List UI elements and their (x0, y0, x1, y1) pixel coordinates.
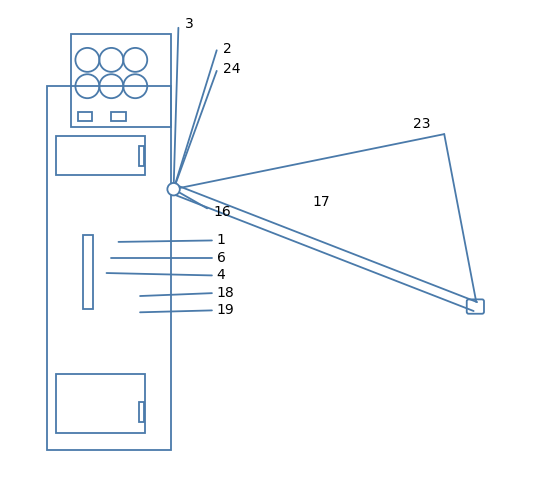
Text: 6: 6 (217, 251, 225, 265)
Bar (78, 112, 92, 121)
Bar (139, 402, 144, 422)
Text: 16: 16 (214, 205, 231, 219)
Circle shape (167, 183, 180, 195)
Text: 17: 17 (312, 195, 330, 209)
Bar (111, 112, 125, 121)
Bar (139, 146, 144, 166)
Text: 2: 2 (223, 42, 232, 56)
Text: 4: 4 (217, 268, 225, 283)
Bar (46, 86, 171, 450)
Text: 1: 1 (217, 233, 225, 248)
Text: 3: 3 (185, 17, 193, 31)
Bar (70, 34, 171, 127)
Text: 24: 24 (223, 62, 240, 77)
Bar (56, 136, 145, 175)
Text: 19: 19 (217, 303, 234, 318)
Bar (56, 374, 145, 433)
Text: 18: 18 (217, 286, 234, 300)
Bar (83, 235, 93, 309)
Text: 23: 23 (413, 116, 430, 131)
